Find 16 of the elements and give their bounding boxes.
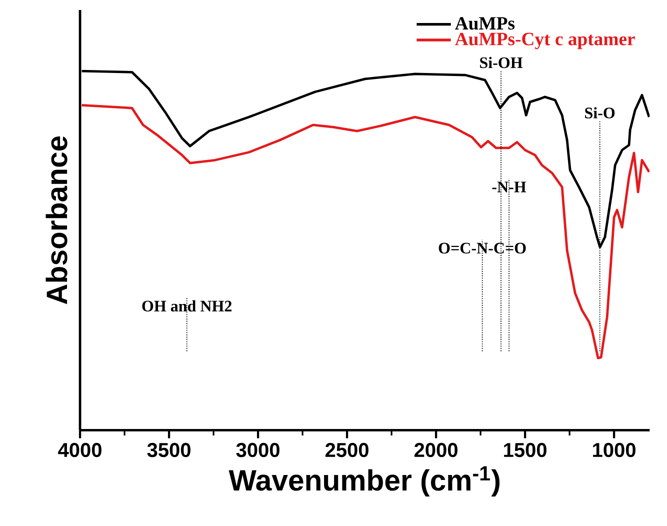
x-axis-title: Wavenumber (cm$^{-1}$) xyxy=(228,466,500,496)
x-tick-label: 2500 xyxy=(325,442,368,457)
x-tick-label: 3000 xyxy=(236,442,280,458)
ref-line-label: Si-O xyxy=(585,107,615,118)
legend-label: AuMPs xyxy=(455,17,515,30)
ref-line-label: OH and NH2 xyxy=(142,300,232,312)
ref-line-label: Si-OH xyxy=(480,56,523,68)
y-axis-title: Absorbance xyxy=(46,136,68,304)
x-tick-label: 3500 xyxy=(147,442,190,458)
x-tick-label: 1500 xyxy=(504,442,546,457)
x-tick-label: 2000 xyxy=(414,442,458,457)
x-tick-label: 4000 xyxy=(58,442,102,457)
ref-line-label: O=C-N-C=O xyxy=(438,242,526,254)
x-tick-label: 1000 xyxy=(593,442,636,457)
ref-line-label: -N-H xyxy=(492,182,526,192)
legend-label: AuMPs-Cyt c aptamer xyxy=(455,32,635,50)
